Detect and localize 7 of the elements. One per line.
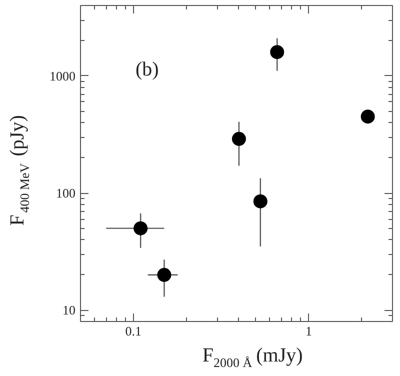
- y-tick-label: 10: [62, 302, 76, 318]
- x-tick-label: 0.1: [125, 324, 142, 338]
- x-tick-label: 1: [306, 324, 312, 338]
- y-tick-label: 1000: [50, 68, 76, 84]
- y-tick-label: 100: [56, 186, 76, 201]
- annotation: (b): [136, 58, 159, 80]
- y-axis-title: F400 MeV (pJy): [6, 115, 32, 226]
